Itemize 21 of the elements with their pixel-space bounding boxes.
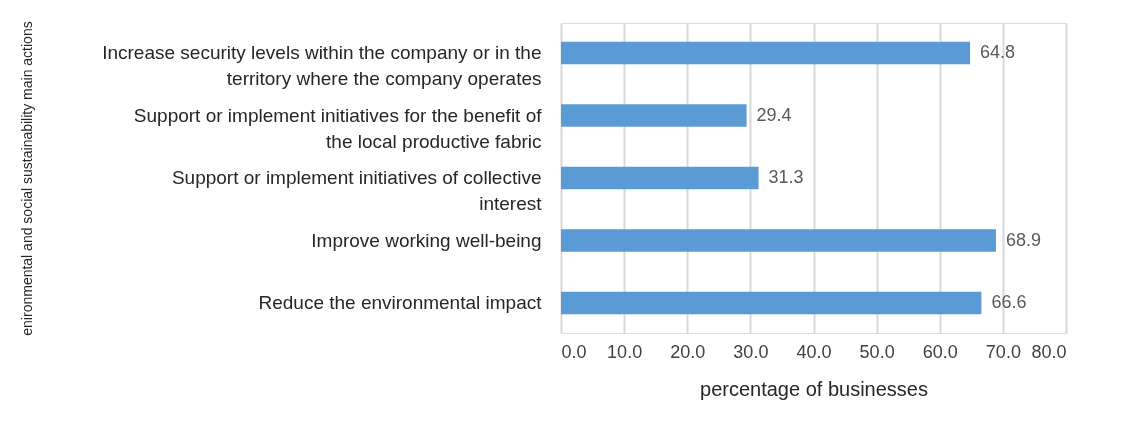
x-tick-label: 10.0	[607, 341, 643, 362]
x-tick-label: 20.0	[670, 341, 706, 362]
x-tick-label: 60.0	[922, 341, 958, 362]
x-tick-label: 70.0	[985, 341, 1021, 362]
y-tick-label: Increase security levels within the company or in the territory where the company operates	[102, 42, 542, 89]
x-tick-label: 0.0	[561, 341, 587, 362]
y-tick-label: Reduce the environmental impact	[258, 292, 543, 313]
x-tick-label: 50.0	[859, 341, 895, 362]
data-label: 29.4	[756, 104, 792, 125]
x-tick-label: 40.0	[796, 341, 832, 362]
x-tick-label: 30.0	[733, 341, 769, 362]
y-tick-label: Support or implement initiatives for the benefit of the local productive fabric	[133, 104, 543, 152]
y-axis-title: enironmental and social sustainability main actions	[18, 21, 35, 336]
data-label: 64.8	[980, 42, 1016, 62]
x-axis-title: percentage of businesses	[700, 377, 928, 400]
y-tick-label: Improve working well-being	[311, 229, 542, 251]
data-label: 66.6	[991, 292, 1027, 312]
x-tick-label: 80.0	[1031, 341, 1067, 362]
data-label: 68.9	[1005, 229, 1041, 250]
data-label: 31.3	[768, 167, 804, 187]
y-tick-label: Support or implement initiatives of collective interest	[171, 167, 543, 214]
